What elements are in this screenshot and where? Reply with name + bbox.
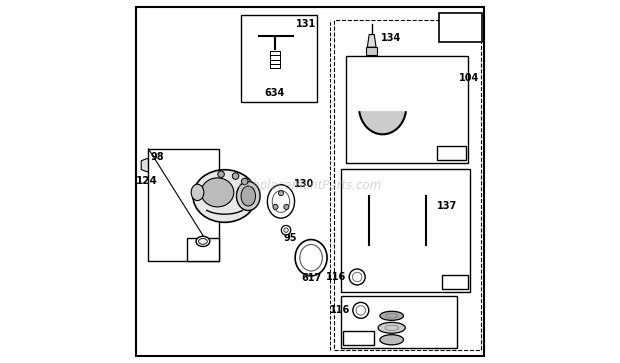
Bar [341,169,470,292]
Ellipse shape [198,238,207,244]
Ellipse shape [201,178,234,207]
Circle shape [353,302,369,318]
Bar [334,20,480,350]
Bar [366,47,377,55]
Bar [187,238,218,261]
Bar [347,56,468,163]
Bar [286,32,293,41]
Bar [343,331,373,345]
Ellipse shape [241,186,255,206]
Ellipse shape [193,170,257,222]
Text: 130: 130 [294,179,314,189]
Text: 116: 116 [330,305,350,315]
Bar [148,149,219,261]
Bar [259,31,266,42]
Bar [155,231,179,240]
Polygon shape [360,112,406,134]
Text: 133: 133 [441,148,462,158]
Circle shape [273,204,278,209]
Bar [437,146,466,160]
Ellipse shape [191,184,204,200]
Text: 617: 617 [301,273,321,283]
Bar [241,15,317,102]
Text: 124: 124 [136,176,157,187]
Text: 975: 975 [445,277,466,287]
Text: 134: 134 [381,33,401,43]
Bar [341,296,457,348]
Bar [443,275,468,289]
Text: 116: 116 [326,272,347,282]
Text: 955A: 955A [344,333,372,343]
Circle shape [218,171,224,178]
Bar [433,72,457,80]
Text: 104: 104 [459,73,479,83]
Circle shape [241,178,248,185]
Ellipse shape [236,182,260,211]
Text: 125A: 125A [443,21,479,34]
Polygon shape [368,34,376,47]
Ellipse shape [378,322,405,333]
Text: 131: 131 [296,19,316,29]
Bar [189,239,210,249]
Circle shape [278,191,283,196]
Circle shape [232,173,239,179]
Ellipse shape [268,73,281,79]
Circle shape [281,225,291,235]
Text: eReplacementParts.com: eReplacementParts.com [238,179,382,192]
Polygon shape [141,159,150,172]
Text: 95: 95 [283,233,297,243]
Ellipse shape [380,311,404,320]
Ellipse shape [272,74,278,78]
Ellipse shape [196,236,210,246]
Bar [157,245,177,252]
Bar [179,159,190,170]
Bar [181,168,192,179]
Text: 118: 118 [193,250,212,259]
Circle shape [284,204,289,209]
Text: 127: 127 [193,247,213,257]
Text: 137: 137 [436,201,457,212]
Circle shape [284,228,288,232]
Circle shape [349,269,365,285]
Ellipse shape [267,185,294,218]
Bar [439,13,482,42]
Text: 634: 634 [265,87,285,98]
Ellipse shape [295,240,327,276]
Text: 98: 98 [151,152,164,162]
Ellipse shape [380,335,404,345]
